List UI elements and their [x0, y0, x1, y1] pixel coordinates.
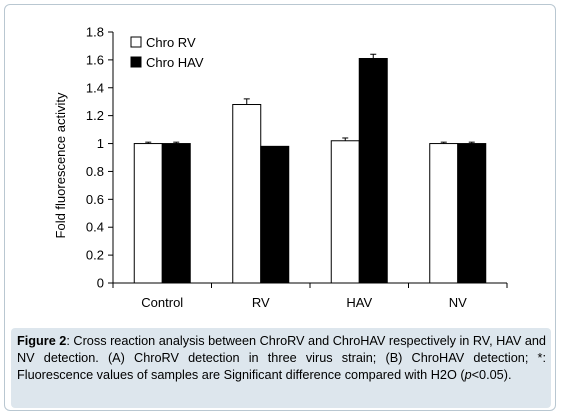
legend-swatch	[130, 36, 142, 48]
figure-caption-box: Figure 2: Cross reaction analysis betwee…	[11, 328, 551, 408]
bar	[232, 104, 262, 284]
y-tick-label: 1.6	[86, 52, 104, 67]
x-tick-label: RV	[252, 295, 270, 310]
y-tick-label: 1	[97, 136, 104, 151]
bar	[457, 143, 487, 284]
y-tick-label: 1.4	[86, 80, 104, 95]
figure-label: Figure 2	[17, 334, 67, 348]
bar	[429, 143, 459, 284]
caption-text-end: <0.05).	[471, 368, 512, 383]
y-tick-label: 0.6	[86, 192, 104, 207]
bar	[358, 57, 388, 284]
bar	[260, 145, 290, 284]
y-axis-title: Fold fluorescence activity	[53, 92, 68, 238]
legend-swatch	[130, 56, 142, 68]
y-tick-label: 0.4	[86, 220, 104, 235]
x-tick-label: Control	[141, 295, 183, 310]
figure-frame: 0 0.2 0.4 0.6 0.8 1 1.2 1.4 1.6 1.8 Fold fluoresce…	[4, 4, 556, 411]
x-tick-label: NV	[449, 295, 467, 310]
y-tick-label: 0.2	[86, 248, 104, 263]
bar	[133, 143, 163, 284]
y-tick-label: 1.8	[86, 25, 104, 40]
caption-p-symbol: p	[464, 368, 472, 383]
x-tick-label: HAV	[346, 295, 372, 310]
legend-label: Chro HAV	[146, 55, 204, 70]
bar	[161, 143, 191, 284]
bar	[330, 140, 360, 284]
caption-text-main: : Cross reaction analysis between ChroRV…	[17, 334, 546, 383]
y-tick-label: 0.8	[86, 164, 104, 179]
bar-chart: 0 0.2 0.4 0.6 0.8 1 1.2 1.4 1.6 1.8 Fold fluoresce…	[53, 25, 508, 310]
y-tick-label: 1.2	[86, 108, 104, 123]
figure-caption: Figure 2: Cross reaction analysis betwee…	[17, 333, 546, 385]
y-tick-label: 0	[97, 276, 104, 291]
legend-label: Chro RV	[146, 35, 196, 50]
